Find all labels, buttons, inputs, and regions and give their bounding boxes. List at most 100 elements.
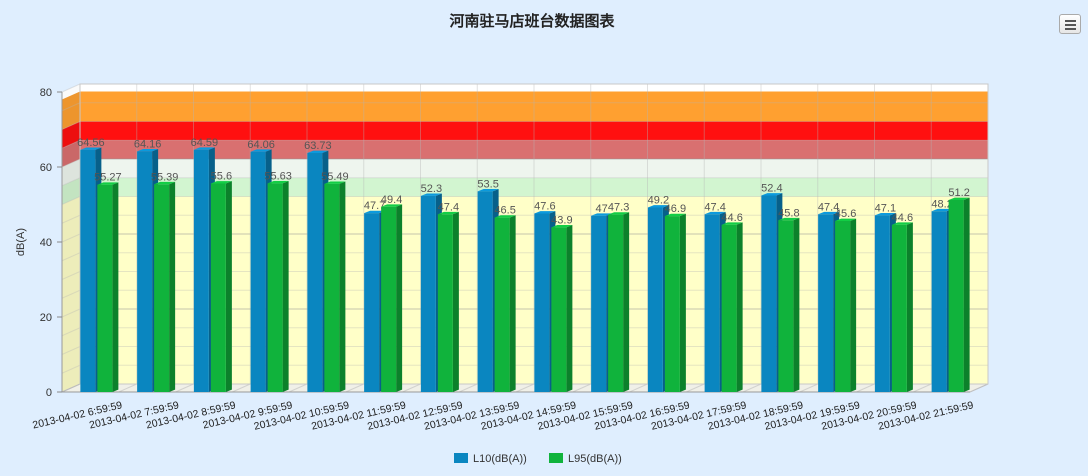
legend-label: L10(dB(A)) [473,453,527,465]
bar-front [250,151,266,392]
y-tick-label: 40 [40,237,52,249]
grid-line-side [61,271,81,280]
legend-item-l95[interactable]: L95(dB(A)) [549,453,622,465]
grid-line-floor [572,383,591,393]
bar-top [931,208,953,212]
legend-swatch [454,453,468,463]
data-label: 55.27 [94,172,122,184]
legend-item-l10[interactable]: L10(dB(A)) [454,453,527,465]
data-label: 52.3 [421,183,442,195]
bar-top [267,180,289,184]
bar-front [778,220,794,392]
bar-l95-14[interactable] [891,222,913,392]
grid-line-floor [856,383,875,393]
bar-l95-6[interactable] [437,211,459,392]
grid-line-side [61,139,81,149]
grid-line-side [61,177,81,187]
grid-line-floor [742,383,762,393]
band-2 [80,159,988,178]
band-side-2 [62,159,80,186]
band-side-5 [62,91,80,130]
bar-side [396,204,403,392]
bar-l95-1[interactable] [154,181,176,392]
band-1 [80,177,988,197]
band-3 [80,140,988,159]
bar-top [307,150,329,154]
grid-line-floor [969,383,989,393]
bar-top [948,197,970,200]
bar-top [137,149,159,152]
bar-l95-5[interactable] [381,204,403,392]
data-label: 44.6 [721,212,742,224]
bar-front [80,149,96,392]
bar-top [761,193,783,196]
legend[interactable]: L10(dB(A)) L95(dB(A)) [454,453,622,465]
bar-l95-10[interactable] [664,213,686,392]
data-label: 47.7 [364,200,385,212]
grid-line-side [61,233,81,243]
bar-l95-7[interactable] [494,215,516,392]
grid-line-floor [232,383,251,393]
bar-side [906,222,913,392]
bar-l95-12[interactable] [778,217,800,392]
bar-top [364,210,386,214]
bar-top [97,182,119,185]
grid-line-floor [515,383,535,393]
grid-line-floor [799,383,818,393]
y-tick-label: 80 [40,87,52,99]
legend-swatch [549,453,563,463]
bar-front [551,227,567,392]
data-label: 64.59 [191,137,219,149]
y-axis-label: dB(A) [15,228,27,256]
menu-icon [1065,24,1076,26]
bar-top [80,147,102,150]
bar-front [494,217,510,392]
bar-front [891,224,907,392]
bar-front [381,206,397,392]
bar-front [437,214,453,392]
grid-line-side [61,83,81,93]
bar-side [736,222,743,392]
bar-front [591,215,607,392]
bar-top [250,149,272,152]
bar-top [647,205,669,208]
grid-line-floor [175,383,194,393]
bar-l95-8[interactable] [551,224,573,392]
grid-line-side [61,196,81,205]
bar-front [608,214,624,392]
bar-l95-15[interactable] [948,197,970,392]
bar-front [761,195,777,392]
bar-l95-11[interactable] [721,222,743,392]
bar-l95-9[interactable] [608,212,630,392]
bar-l95-3[interactable] [267,180,289,392]
grid-line-floor [118,383,137,393]
data-label: 44.6 [892,212,913,224]
bar-top [324,181,346,184]
grid-line-side [61,289,81,299]
bar-l95-4[interactable] [324,181,346,392]
bar-l95-0[interactable] [97,182,119,392]
bar-side [679,213,686,392]
band-side-0 [62,196,80,392]
data-label: 63.73 [304,140,332,152]
bar-front [704,214,720,392]
bar-l95-2[interactable] [210,181,232,392]
bar-top [874,212,896,216]
data-label: 55.63 [264,170,292,182]
bar-side [963,197,970,392]
data-label: 47.4 [704,201,725,213]
menu-button[interactable] [1059,14,1081,34]
bar-l95-13[interactable] [835,218,857,392]
data-label: 51.2 [948,187,969,199]
band-side-1 [62,177,80,205]
menu-icon [1065,20,1076,22]
bar-front [307,153,323,392]
data-label: 49.2 [648,195,669,207]
legend-label: L95(dB(A)) [568,453,622,465]
bar-front [931,211,947,392]
back-wall-border [79,83,989,385]
bar-front [721,224,737,392]
data-label: 46.9 [665,203,686,215]
